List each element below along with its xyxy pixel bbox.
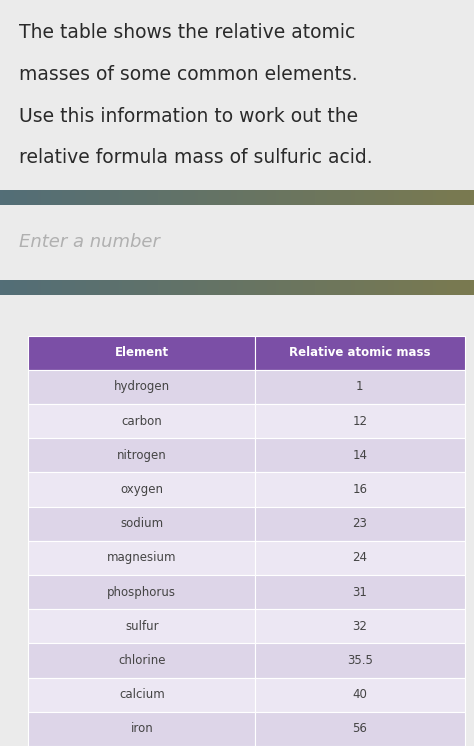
Text: sodium: sodium: [120, 517, 164, 530]
Bar: [28, 677, 255, 712]
Bar: [28, 370, 255, 404]
Text: magnesium: magnesium: [107, 551, 177, 565]
Text: Element: Element: [115, 346, 169, 360]
Bar: [255, 507, 465, 541]
Text: phosphorus: phosphorus: [107, 586, 176, 598]
Bar: [28, 404, 255, 438]
Text: carbon: carbon: [121, 415, 162, 427]
Text: hydrogen: hydrogen: [114, 380, 170, 393]
Bar: [255, 404, 465, 438]
Text: 32: 32: [353, 620, 367, 633]
Bar: [255, 575, 465, 609]
Text: The table shows the relative atomic: The table shows the relative atomic: [19, 23, 355, 42]
Text: nitrogen: nitrogen: [117, 449, 167, 462]
Bar: [255, 472, 465, 507]
Text: 1: 1: [356, 380, 364, 393]
Text: iron: iron: [130, 722, 153, 736]
Bar: [28, 472, 255, 507]
Bar: [255, 677, 465, 712]
Text: 12: 12: [352, 415, 367, 427]
Bar: [255, 370, 465, 404]
Text: calcium: calcium: [119, 689, 164, 701]
Text: 16: 16: [352, 483, 367, 496]
Bar: [28, 643, 255, 677]
Text: oxygen: oxygen: [120, 483, 164, 496]
Text: sulfur: sulfur: [125, 620, 159, 633]
Bar: [255, 336, 465, 370]
Bar: [28, 712, 255, 746]
Text: 31: 31: [353, 586, 367, 598]
Bar: [28, 541, 255, 575]
Text: Relative atomic mass: Relative atomic mass: [289, 346, 430, 360]
Bar: [255, 643, 465, 677]
Bar: [28, 609, 255, 643]
Text: 35.5: 35.5: [347, 654, 373, 667]
Text: 24: 24: [352, 551, 367, 565]
Text: 14: 14: [352, 449, 367, 462]
Bar: [255, 541, 465, 575]
Text: chlorine: chlorine: [118, 654, 165, 667]
Bar: [28, 575, 255, 609]
Bar: [255, 609, 465, 643]
Bar: [255, 438, 465, 472]
Bar: [28, 507, 255, 541]
Text: Use this information to work out the: Use this information to work out the: [19, 107, 358, 125]
Text: masses of some common elements.: masses of some common elements.: [19, 65, 357, 84]
Bar: [28, 336, 255, 370]
Bar: [28, 438, 255, 472]
Text: 56: 56: [353, 722, 367, 736]
Bar: [255, 712, 465, 746]
Text: Enter a number: Enter a number: [19, 233, 160, 251]
Text: 40: 40: [353, 689, 367, 701]
Text: 23: 23: [353, 517, 367, 530]
Text: relative formula mass of sulfuric acid.: relative formula mass of sulfuric acid.: [19, 148, 373, 167]
